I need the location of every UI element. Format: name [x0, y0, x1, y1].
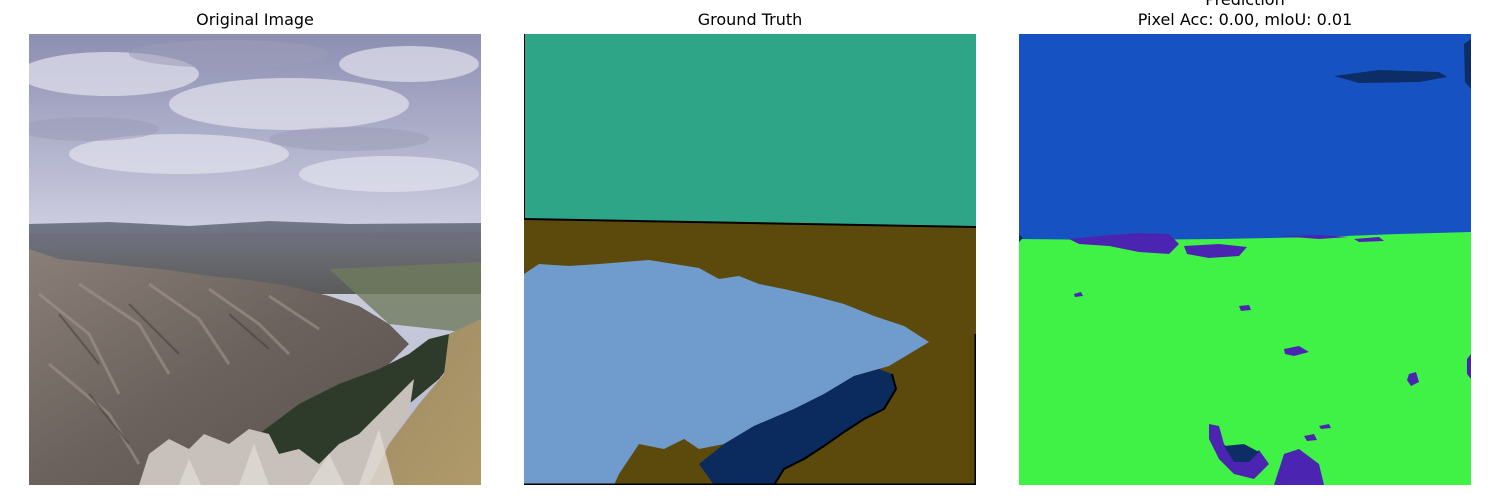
pred-blob-2: [1184, 244, 1247, 258]
gt-vegetation-region: [699, 369, 896, 485]
original-image-title: Original Image: [196, 10, 314, 29]
pred-blob-8: [1274, 449, 1324, 485]
gt-sky-region: [524, 34, 976, 227]
ground-truth-title: Ground Truth: [697, 10, 803, 29]
original-image-panel: Original Image: [29, 0, 481, 500]
pred-edge-blob: [1467, 354, 1471, 379]
pred-navy-blob: [1224, 444, 1259, 462]
pred-streak-region: [1334, 70, 1447, 83]
pred-blob-3: [1279, 235, 1349, 239]
gt-rock-region: [524, 260, 929, 485]
pred-left-edge: [1019, 234, 1023, 242]
pred-blob-6: [1407, 372, 1419, 386]
pred-blob-4: [1354, 237, 1384, 242]
prediction-metrics: Pixel Acc: 0.00, mIoU: 0.01: [1137, 10, 1353, 29]
prediction-panel: Prediction Pixel Acc: 0.00, mIoU: 0.01: [1019, 0, 1471, 500]
pred-sky-region: [1019, 34, 1471, 240]
pred-speck-3: [1304, 434, 1317, 441]
pred-blob-7: [1209, 424, 1269, 479]
pred-speck-2: [1239, 305, 1251, 311]
ground-truth-mask: [524, 34, 976, 485]
prediction-title: Prediction: [1019, 0, 1471, 9]
gt-vegetation-edge: [773, 373, 898, 485]
gt-horizon-edge: [524, 218, 976, 228]
pred-blob-5: [1284, 346, 1309, 356]
pred-speck-4: [1319, 424, 1331, 429]
ground-truth-panel: Ground Truth: [524, 0, 976, 500]
pred-blob-1: [1069, 233, 1179, 254]
original-photo: [29, 34, 481, 485]
prediction-mask: [1019, 34, 1471, 485]
pred-speck-1: [1074, 292, 1083, 297]
pred-edge-region: [1464, 39, 1471, 89]
